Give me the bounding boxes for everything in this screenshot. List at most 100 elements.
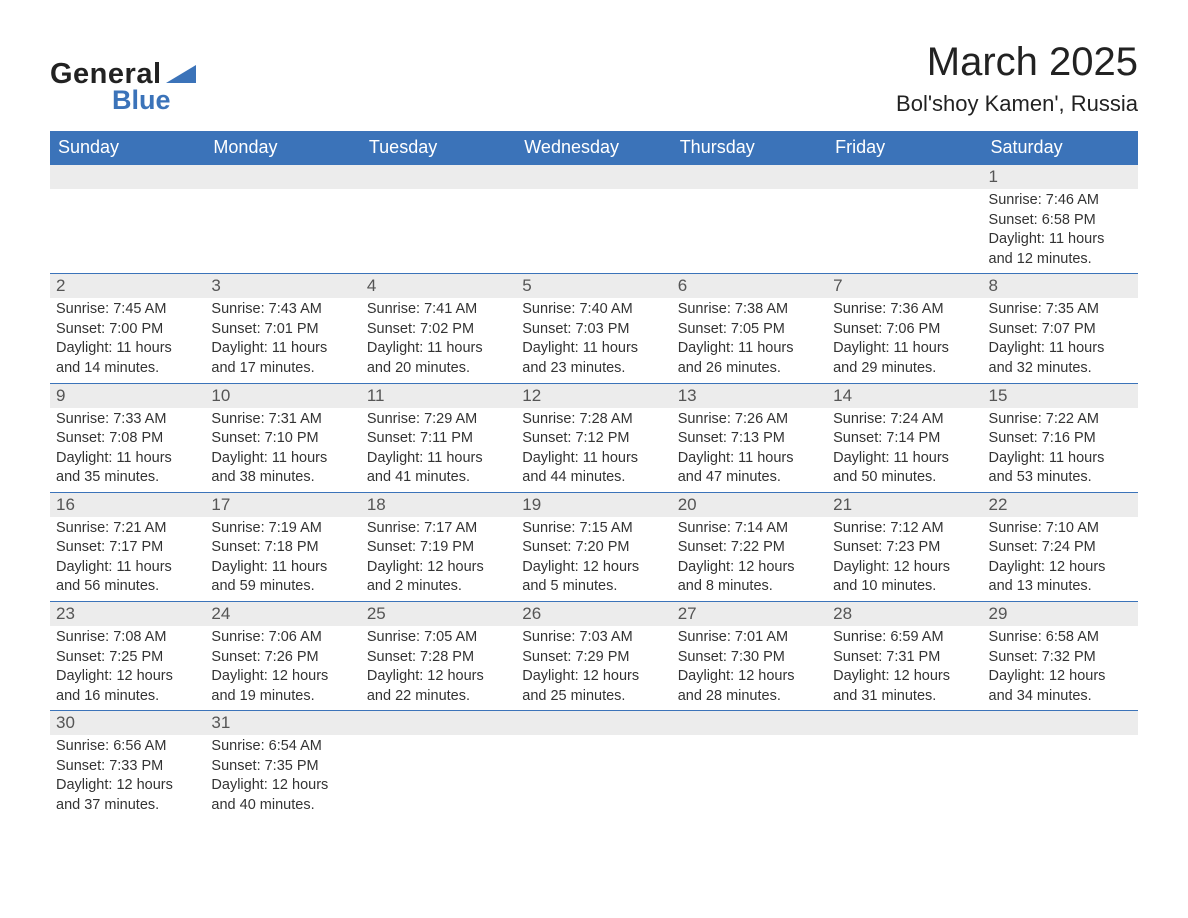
day-number-cell [672, 165, 827, 190]
sunset-line: Sunset: 7:13 PM [678, 429, 821, 449]
sunrise-line: Sunrise: 7:03 AM [522, 628, 665, 648]
day-content-cell: Sunrise: 7:28 AMSunset: 7:12 PMDaylight:… [516, 408, 671, 493]
day-content-cell: Sunrise: 7:36 AMSunset: 7:06 PMDaylight:… [827, 298, 982, 383]
day-number-cell: 4 [361, 274, 516, 299]
weekday-header: Thursday [672, 131, 827, 165]
day-number-cell: 23 [50, 602, 205, 627]
daylight-line: Daylight: 11 hours and 38 minutes. [211, 449, 354, 488]
week-number-row: 16171819202122 [50, 492, 1138, 517]
daylight-line: Daylight: 12 hours and 25 minutes. [522, 667, 665, 706]
day-number-cell: 13 [672, 383, 827, 408]
sunrise-line: Sunrise: 7:10 AM [989, 519, 1132, 539]
daylight-line: Daylight: 12 hours and 37 minutes. [56, 776, 199, 815]
sunset-line: Sunset: 7:17 PM [56, 538, 199, 558]
day-content: Sunrise: 7:46 AMSunset: 6:58 PMDaylight:… [983, 189, 1138, 273]
sunset-line: Sunset: 7:03 PM [522, 320, 665, 340]
sunrise-line: Sunrise: 7:28 AM [522, 410, 665, 430]
day-number-cell: 12 [516, 383, 671, 408]
sunset-line: Sunset: 7:14 PM [833, 429, 976, 449]
day-number: 15 [983, 384, 1138, 408]
empty-day-number [516, 711, 671, 735]
day-number-cell: 16 [50, 492, 205, 517]
daylight-line: Daylight: 11 hours and 23 minutes. [522, 339, 665, 378]
week-content-row: Sunrise: 7:33 AMSunset: 7:08 PMDaylight:… [50, 408, 1138, 493]
daylight-line: Daylight: 11 hours and 35 minutes. [56, 449, 199, 488]
daylight-line: Daylight: 11 hours and 59 minutes. [211, 558, 354, 597]
daylight-line: Daylight: 11 hours and 14 minutes. [56, 339, 199, 378]
day-content-cell: Sunrise: 7:12 AMSunset: 7:23 PMDaylight:… [827, 517, 982, 602]
day-content-cell [983, 735, 1138, 819]
daylight-line: Daylight: 12 hours and 22 minutes. [367, 667, 510, 706]
sunrise-line: Sunrise: 7:12 AM [833, 519, 976, 539]
sunset-line: Sunset: 7:12 PM [522, 429, 665, 449]
daylight-line: Daylight: 11 hours and 50 minutes. [833, 449, 976, 488]
day-number: 28 [827, 602, 982, 626]
day-content: Sunrise: 7:38 AMSunset: 7:05 PMDaylight:… [672, 298, 827, 382]
day-content-cell: Sunrise: 7:40 AMSunset: 7:03 PMDaylight:… [516, 298, 671, 383]
day-number: 26 [516, 602, 671, 626]
week-number-row: 23242526272829 [50, 602, 1138, 627]
day-number: 18 [361, 493, 516, 517]
sunrise-line: Sunrise: 7:21 AM [56, 519, 199, 539]
day-content-cell: Sunrise: 7:29 AMSunset: 7:11 PMDaylight:… [361, 408, 516, 493]
day-content: Sunrise: 7:36 AMSunset: 7:06 PMDaylight:… [827, 298, 982, 382]
sunrise-line: Sunrise: 7:06 AM [211, 628, 354, 648]
day-number: 11 [361, 384, 516, 408]
sunset-line: Sunset: 7:31 PM [833, 648, 976, 668]
month-title: March 2025 [896, 40, 1138, 85]
sunrise-line: Sunrise: 7:45 AM [56, 300, 199, 320]
day-content-cell: Sunrise: 6:56 AMSunset: 7:33 PMDaylight:… [50, 735, 205, 819]
sunset-line: Sunset: 7:08 PM [56, 429, 199, 449]
empty-day-content [361, 189, 516, 269]
day-content: Sunrise: 7:26 AMSunset: 7:13 PMDaylight:… [672, 408, 827, 492]
sunrise-line: Sunrise: 7:29 AM [367, 410, 510, 430]
day-content-cell: Sunrise: 7:24 AMSunset: 7:14 PMDaylight:… [827, 408, 982, 493]
day-number-cell: 24 [205, 602, 360, 627]
sunset-line: Sunset: 7:25 PM [56, 648, 199, 668]
empty-day-number [516, 165, 671, 189]
day-content-cell [205, 189, 360, 274]
day-number-cell: 19 [516, 492, 671, 517]
empty-day-number [827, 711, 982, 735]
sunset-line: Sunset: 7:06 PM [833, 320, 976, 340]
weekday-header: Saturday [983, 131, 1138, 165]
sunset-line: Sunset: 7:26 PM [211, 648, 354, 668]
day-number: 12 [516, 384, 671, 408]
title-block: March 2025 Bol'shoy Kamen', Russia [896, 40, 1138, 117]
sunrise-line: Sunrise: 7:38 AM [678, 300, 821, 320]
sunrise-line: Sunrise: 6:56 AM [56, 737, 199, 757]
sunset-line: Sunset: 7:22 PM [678, 538, 821, 558]
day-content-cell [827, 189, 982, 274]
sunrise-line: Sunrise: 7:26 AM [678, 410, 821, 430]
daylight-line: Daylight: 11 hours and 44 minutes. [522, 449, 665, 488]
day-content-cell: Sunrise: 7:10 AMSunset: 7:24 PMDaylight:… [983, 517, 1138, 602]
day-number-cell: 26 [516, 602, 671, 627]
day-number: 29 [983, 602, 1138, 626]
daylight-line: Daylight: 12 hours and 31 minutes. [833, 667, 976, 706]
day-content: Sunrise: 7:03 AMSunset: 7:29 PMDaylight:… [516, 626, 671, 710]
calendar-body: 1Sunrise: 7:46 AMSunset: 6:58 PMDaylight… [50, 165, 1138, 820]
day-content-cell: Sunrise: 6:58 AMSunset: 7:32 PMDaylight:… [983, 626, 1138, 711]
day-content-cell [361, 189, 516, 274]
empty-day-content [516, 189, 671, 269]
day-content-cell: Sunrise: 7:46 AMSunset: 6:58 PMDaylight:… [983, 189, 1138, 274]
weekday-header: Monday [205, 131, 360, 165]
day-number-cell: 1 [983, 165, 1138, 190]
day-content: Sunrise: 7:21 AMSunset: 7:17 PMDaylight:… [50, 517, 205, 601]
sunset-line: Sunset: 6:58 PM [989, 211, 1132, 231]
day-content-cell [361, 735, 516, 819]
daylight-line: Daylight: 12 hours and 10 minutes. [833, 558, 976, 597]
empty-day-number [983, 711, 1138, 735]
day-number: 10 [205, 384, 360, 408]
day-number-cell: 5 [516, 274, 671, 299]
sunset-line: Sunset: 7:05 PM [678, 320, 821, 340]
day-content: Sunrise: 6:58 AMSunset: 7:32 PMDaylight:… [983, 626, 1138, 710]
day-number: 4 [361, 274, 516, 298]
day-content-cell [827, 735, 982, 819]
day-number: 1 [983, 165, 1138, 189]
empty-day-content [205, 189, 360, 269]
sunset-line: Sunset: 7:10 PM [211, 429, 354, 449]
day-content: Sunrise: 6:56 AMSunset: 7:33 PMDaylight:… [50, 735, 205, 819]
day-content-cell: Sunrise: 7:15 AMSunset: 7:20 PMDaylight:… [516, 517, 671, 602]
day-content: Sunrise: 7:35 AMSunset: 7:07 PMDaylight:… [983, 298, 1138, 382]
